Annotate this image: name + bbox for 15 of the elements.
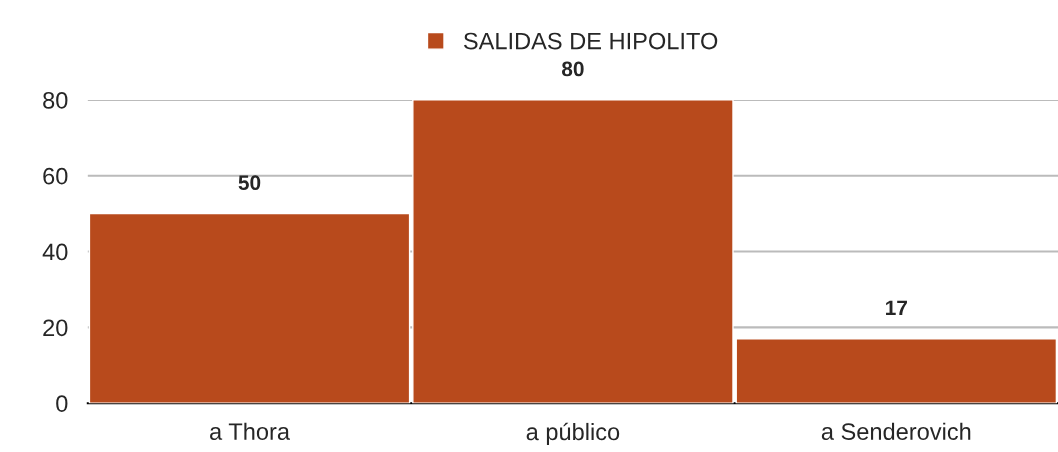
bar: [735, 338, 1058, 404]
legend-label: SALIDAS DE HIPOLITO: [463, 32, 718, 50]
data-label: 50: [238, 175, 261, 191]
x-tick-label: a Senderovich: [821, 422, 971, 440]
x-tick-label: a público: [526, 422, 620, 445]
bar: [412, 99, 734, 404]
y-tick-label: 20: [43, 319, 68, 337]
y-tick-label: 60: [43, 167, 68, 185]
data-label: 80: [561, 61, 584, 77]
y-tick-label: 40: [42, 243, 68, 261]
data-label: 17: [886, 300, 907, 315]
bar: [88, 212, 411, 404]
y-tick-label: 0: [56, 395, 68, 412]
x-tick-label: a Thora: [210, 422, 290, 440]
y-tick-label: 80: [43, 91, 68, 109]
